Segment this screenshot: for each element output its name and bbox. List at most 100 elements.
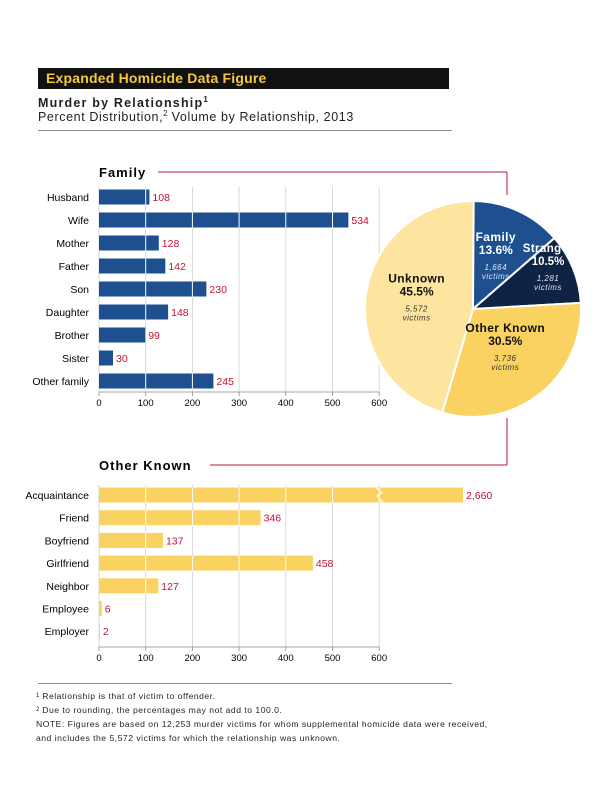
x-tick-label: 300 <box>231 653 247 664</box>
footnote-mark: 1 <box>36 693 40 699</box>
bar <box>99 601 102 616</box>
x-tick-label: 200 <box>184 653 200 664</box>
subheading-footnote-mark: 2 <box>163 109 168 118</box>
pie-slice-name: Other Known <box>465 321 545 335</box>
pie-slice-victims-count: 3,736 <box>494 354 517 363</box>
bar-category-label: Acquaintance <box>25 490 89 502</box>
footnote-mark: 2 <box>36 707 40 713</box>
chart-subheading: Percent Distribution,2 Volume by Relatio… <box>38 109 354 124</box>
bar-category-label: Son <box>70 284 89 296</box>
bar <box>99 189 150 205</box>
bar-value-label: 346 <box>264 513 282 525</box>
bar <box>99 281 207 297</box>
bar-value-label: 2,660 <box>466 490 492 502</box>
note-text: and includes the 5,572 victims for which… <box>36 733 341 743</box>
bar-value-label: 245 <box>216 376 234 388</box>
bar-value-label: 6 <box>105 604 111 616</box>
pie-slice-percent: 30.5% <box>488 334 522 348</box>
bar <box>99 487 463 503</box>
x-tick-label: 600 <box>371 653 387 664</box>
bar-value-label: 137 <box>166 535 184 547</box>
footnote-line: 2 Due to rounding, the percentages may n… <box>36 703 488 717</box>
pie-slice-victims-count: 5,572 <box>405 305 428 314</box>
bar <box>99 578 159 594</box>
x-tick-label: 400 <box>278 653 294 664</box>
pie-slice-victims-word: victims <box>534 283 562 292</box>
x-tick-label: 500 <box>325 653 341 664</box>
subheading-text-b: Volume by Relationship, 2013 <box>167 110 354 124</box>
bar-category-label: Neighbor <box>46 581 89 593</box>
bar-value-label: 458 <box>316 558 334 570</box>
pie-slice-victims-count: 1,664 <box>485 263 508 272</box>
pie-slice-victims-word: victims <box>403 314 431 323</box>
bar-category-label: Friend <box>59 513 89 525</box>
pie-slice-name: Stranger <box>523 243 574 255</box>
bar-category-label: Employer <box>45 626 90 638</box>
bar-value-label: 230 <box>209 284 227 296</box>
bar-value-label: 148 <box>171 307 189 319</box>
bar <box>99 235 159 251</box>
bar-value-label: 142 <box>168 261 186 273</box>
pie-slice <box>472 199 556 312</box>
bar-category-label: Sister <box>62 353 89 365</box>
pie-slice-victims-count: 1,281 <box>537 274 560 283</box>
footnote-line: 1 Relationship is that of victim to offe… <box>36 689 488 703</box>
footnote-text: Due to rounding, the percentages may not… <box>39 705 283 715</box>
pie-slice-percent: 10.5% <box>532 256 565 268</box>
x-tick-label: 0 <box>96 653 101 664</box>
bar-category-label: Husband <box>47 192 89 204</box>
footer-divider <box>38 683 452 684</box>
bar-category-label: Boyfriend <box>45 535 90 547</box>
bar <box>99 555 313 571</box>
pie-slice-percent: 13.6% <box>479 243 513 257</box>
x-tick-label: 300 <box>231 398 247 409</box>
bar <box>99 623 100 639</box>
pie-slice-name: Family <box>476 230 516 244</box>
pie-slice-victims-word: victims <box>491 363 519 372</box>
pie-slice-victims-word: victims <box>482 272 510 281</box>
heading-text: Murder by Relationship <box>38 96 204 110</box>
x-tick-label: 400 <box>278 398 294 409</box>
section-title: Other Known <box>99 458 192 473</box>
footnote-text: Relationship is that of victim to offend… <box>39 691 216 701</box>
bar-category-label: Girlfriend <box>46 558 89 570</box>
bar-value-label: 534 <box>351 215 369 227</box>
bar <box>99 350 114 366</box>
note-line: NOTE: Figures are based on 12,253 murder… <box>36 717 488 731</box>
chart-heading: Murder by Relationship1 <box>38 95 208 110</box>
bar <box>99 373 214 389</box>
bar-category-label: Daughter <box>46 307 90 319</box>
x-tick-label: 500 <box>325 398 341 409</box>
bar-category-label: Father <box>59 261 90 273</box>
subheading-text-a: Percent Distribution, <box>38 110 164 124</box>
bar-value-label: 128 <box>162 238 180 250</box>
bar <box>99 304 169 320</box>
bar-value-label: 2 <box>103 626 109 638</box>
bar <box>99 327 146 343</box>
bar <box>99 510 261 526</box>
footnotes: 1 Relationship is that of victim to offe… <box>36 689 488 745</box>
header-divider <box>38 130 452 131</box>
x-tick-label: 100 <box>138 653 154 664</box>
note-line: and includes the 5,572 victims for which… <box>36 731 488 745</box>
bar-category-label: Mother <box>56 238 89 250</box>
figure-title-bar: Expanded Homicide Data Figure <box>38 68 449 89</box>
bar <box>99 258 166 274</box>
figure-title: Expanded Homicide Data Figure <box>46 70 267 86</box>
axis-break-mark <box>375 487 384 503</box>
pie-slice <box>440 301 582 418</box>
bar-category-label: Employee <box>42 604 89 616</box>
pie-slice-name: Unknown <box>388 272 445 286</box>
bar-value-label: 30 <box>116 353 128 365</box>
bar-value-label: 127 <box>161 581 179 593</box>
section-title: Family <box>99 165 146 180</box>
bar <box>99 532 163 548</box>
bar-value-label: 108 <box>152 192 170 204</box>
heading-footnote-mark: 1 <box>203 95 208 104</box>
bar-category-label: Other family <box>32 376 89 388</box>
x-tick-label: 200 <box>184 398 200 409</box>
x-tick-label: 100 <box>138 398 154 409</box>
pie-slice <box>470 236 582 311</box>
bar-category-label: Wife <box>68 215 89 227</box>
